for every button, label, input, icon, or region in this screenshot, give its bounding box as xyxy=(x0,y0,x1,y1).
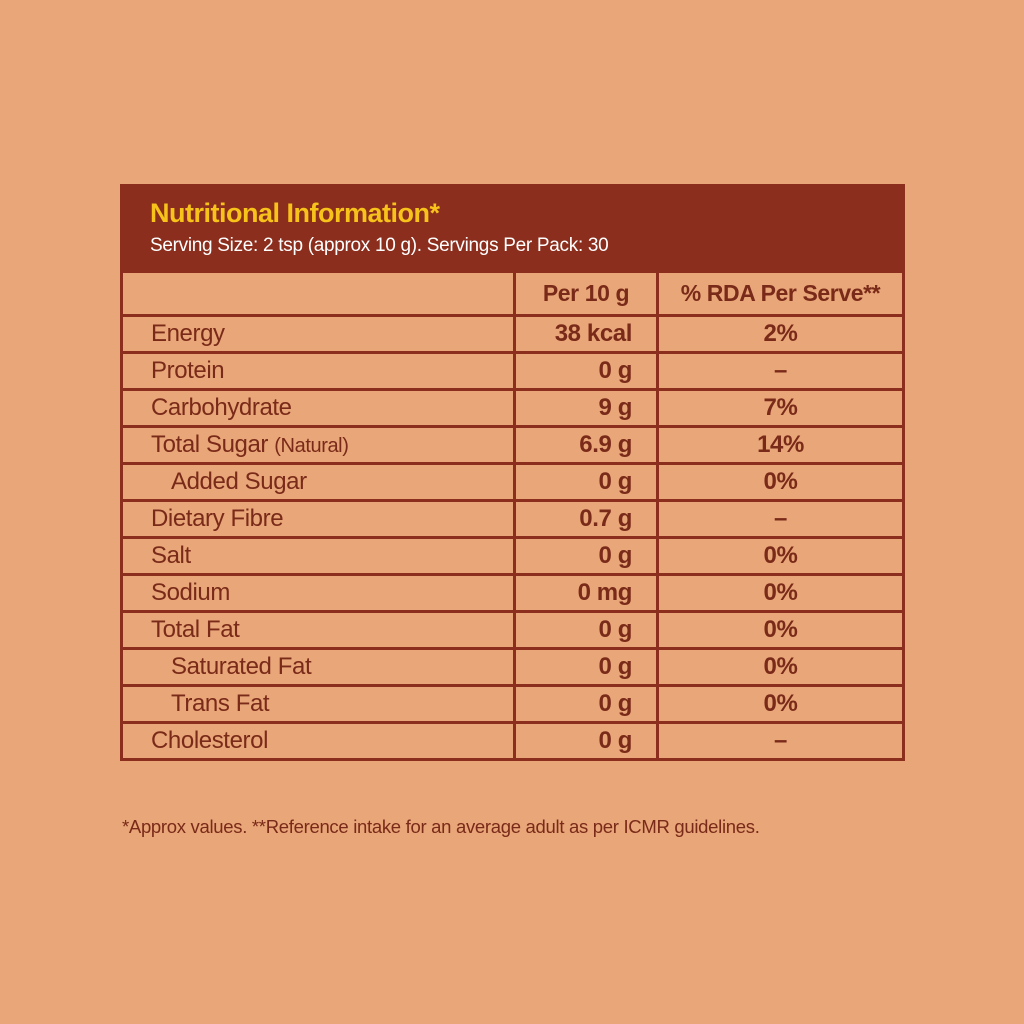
column-header: % RDA Per Serve** xyxy=(656,270,905,317)
column-header: Per 10 g xyxy=(513,270,659,317)
per-10g: 0 g xyxy=(513,610,659,650)
row: Total Sugar (Natural) 6.9 g 14% xyxy=(120,425,905,465)
nutrient-cell: Added Sugar xyxy=(120,462,516,502)
nutrient: Sodium xyxy=(151,579,230,606)
rda: – xyxy=(656,499,905,539)
row: Trans Fat 0 g 0% xyxy=(120,684,905,724)
nutrient-cell: Salt xyxy=(120,536,516,576)
nutrient-cell: Cholesterol xyxy=(120,721,516,761)
nutrient: Dietary Fibre xyxy=(151,505,284,532)
per-10g: 0.7 g xyxy=(513,499,659,539)
nutrient: Energy xyxy=(151,320,225,347)
rda: – xyxy=(656,721,905,761)
nutrient-cell: Total Sugar (Natural) xyxy=(120,425,516,465)
per-10g: 0 mg xyxy=(513,573,659,613)
row: Salt 0 g 0% xyxy=(120,536,905,576)
nutrient-note: (Natural) xyxy=(274,435,349,457)
rda: 7% xyxy=(656,388,905,428)
rda: – xyxy=(656,351,905,391)
nutrient-cell: Energy xyxy=(120,314,516,354)
row: Saturated Fat 0 g 0% xyxy=(120,647,905,687)
rda: 0% xyxy=(656,536,905,576)
per-10g: 9 g xyxy=(513,388,659,428)
nutrient: Total Sugar xyxy=(151,431,269,458)
header-row: Per 10 g % RDA Per Serve** xyxy=(120,270,905,317)
footnote: *Approx values. **Reference intake for a… xyxy=(122,816,760,837)
nutrient: Protein xyxy=(151,357,225,384)
row: Carbohydrate 9 g 7% xyxy=(120,388,905,428)
empty-cell xyxy=(120,270,516,317)
per-10g: 6.9 g xyxy=(513,425,659,465)
rda: 0% xyxy=(656,684,905,724)
rda: 0% xyxy=(656,610,905,650)
nutrient-cell: Total Fat xyxy=(120,610,516,650)
per-10g: 0 g xyxy=(513,462,659,502)
nutrient: Total Fat xyxy=(151,616,240,643)
row: Sodium 0 mg 0% xyxy=(120,573,905,613)
per-10g: 0 g xyxy=(513,536,659,576)
nutrient: Added Sugar xyxy=(171,468,307,495)
title: Nutritional Information* xyxy=(150,198,440,228)
per-10g: 0 g xyxy=(513,351,659,391)
nutrient: Salt xyxy=(151,542,191,569)
nutrient: Carbohydrate xyxy=(151,394,292,421)
row: Dietary Fibre 0.7 g – xyxy=(120,499,905,539)
row: Protein 0 g – xyxy=(120,351,905,391)
nutrient: Trans Fat xyxy=(171,690,270,717)
row: Total Fat 0 g 0% xyxy=(120,610,905,650)
rda: 14% xyxy=(656,425,905,465)
per-10g: 0 g xyxy=(513,647,659,687)
nutrient-cell: Saturated Fat xyxy=(120,647,516,687)
per-10g: 0 g xyxy=(513,684,659,724)
nutrient: Cholesterol xyxy=(151,727,268,754)
nutrient-cell: Dietary Fibre xyxy=(120,499,516,539)
per-10g: 38 kcal xyxy=(513,314,659,354)
row: Added Sugar 0 g 0% xyxy=(120,462,905,502)
row: Energy 38 kcal 2% xyxy=(120,314,905,354)
rda: 2% xyxy=(656,314,905,354)
nutrient: Saturated Fat xyxy=(171,653,312,680)
per-10g: 0 g xyxy=(513,721,659,761)
nutrition-table: Per 10 g % RDA Per Serve** Energy 38 kcal… xyxy=(120,270,905,761)
nutrient-cell: Carbohydrate xyxy=(120,388,516,428)
nutrient-cell: Sodium xyxy=(120,573,516,613)
rda: 0% xyxy=(656,647,905,687)
nutrient-cell: Protein xyxy=(120,351,516,391)
nutrient-cell: Trans Fat xyxy=(120,684,516,724)
rda: 0% xyxy=(656,573,905,613)
rda: 0% xyxy=(656,462,905,502)
row: Cholesterol 0 g – xyxy=(120,721,905,761)
header: Nutritional Information* Serving Size: 2… xyxy=(120,184,905,272)
subtitle: Serving Size: 2 tsp (approx 10 g). Servi… xyxy=(150,235,609,256)
